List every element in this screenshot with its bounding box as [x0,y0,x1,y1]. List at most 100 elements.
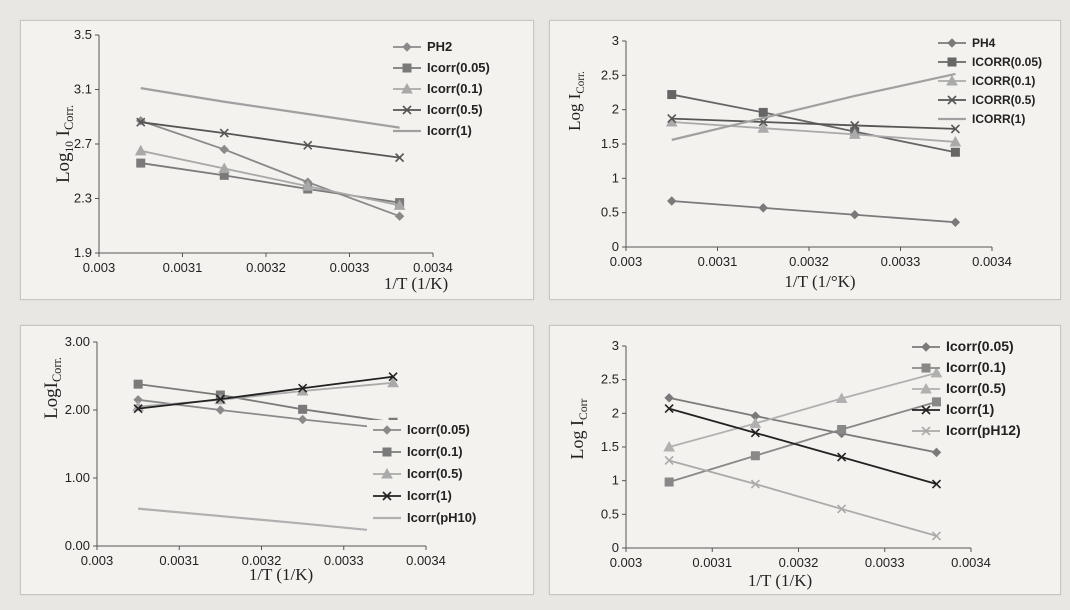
legend-marker [946,74,958,86]
data-point [395,153,405,163]
data-point [388,372,398,382]
data-point [750,428,760,438]
data-point [837,424,847,434]
chart-svg: 1.9 2.3 2.7 3.1 3.5 0.003 0.0031 0.0032 0.0033 0.… [53,27,490,293]
x-tick-label: 0.0032 [246,260,286,275]
legend: PH4 ICORR(0.05) ICORR(0.1) ICORR(0.5) ICORR(… [938,36,1042,126]
series-3 [136,117,405,163]
legend-marker [382,491,392,501]
x-tick-label: 0.0034 [406,553,446,568]
legend-item: Icorr(0.5) [373,466,463,481]
x-tick-label: 0.0033 [324,553,364,568]
legend-label: Icorr(1) [427,123,472,138]
data-point [298,383,308,393]
legend: PH2 Icorr(0.05) Icorr(0.1) Icorr(0.5) Icorr(… [393,39,490,138]
data-point [219,128,229,138]
x-tick-label: 0.0031 [159,553,199,568]
data-point [297,414,308,425]
legend-marker [947,95,957,105]
legend-marker [947,38,957,48]
data-point [837,452,847,462]
data-point [215,394,225,404]
data-point [931,447,942,458]
legend-label: Icorr(pH10) [407,510,476,525]
series-0 [133,395,398,434]
data-point [758,203,768,213]
legend-item: Icorr(1) [373,488,452,503]
legend-item: Icorr(pH10) [373,510,476,525]
y-tick-label: 1.5 [601,136,619,151]
data-point [950,147,960,157]
x-tick-label: 0.0031 [692,555,732,570]
chart-panel-ph4: 0 0.5 1 1.5 2 2.5 3 0.003 0.0031 0.0032 0.0033 0.00… [549,20,1061,300]
y-tick-label: 0 [612,239,619,254]
series-line [668,459,937,537]
legend-item: Icorr(0.1) [373,444,463,459]
data-point [667,90,677,100]
legend-marker [381,467,393,479]
series-line [668,372,937,448]
legend-label: Icorr(0.5) [407,466,463,481]
x-axis-title: 1/T (1/K) [384,274,448,293]
series-line [138,383,394,424]
y-tick-label: 1.5 [601,439,619,454]
y-tick-label: 3.5 [74,27,92,42]
y-tick-label: 2 [612,405,619,420]
data-point [848,128,861,139]
legend-label: PH4 [972,36,996,50]
series-line [138,398,394,430]
y-tick-label: 3.00 [65,334,90,349]
legend-label: PH2 [427,39,452,54]
data-point [837,504,847,514]
series-1 [664,397,941,487]
y-tick-label: 2.7 [74,136,92,151]
legend-marker [921,363,931,373]
legend-marker [382,425,392,435]
y-tick-label: 0 [612,540,619,555]
series-4 [140,87,400,129]
series-3 [664,404,942,489]
legend-label: Icorr(0.1) [946,359,1006,375]
series-line [140,149,400,207]
legend-item: PH4 [938,36,996,50]
y-tick-label: 2.00 [65,402,90,417]
data-point [850,210,860,220]
data-point [387,376,399,388]
x-axis-title: 1/T (1/°K) [784,272,855,291]
data-point [215,405,226,415]
chart-svg: 0 0.5 1 1.5 2 2.5 3 0.003 0.0031 0.0032 0.0033 0.00… [565,33,1042,291]
chart-panel-ph12: 0 0.5 1 1.5 2 2.5 3 0.003 0.0031 0.0032 0.0033 0.00… [549,325,1061,595]
data-point [950,217,961,227]
legend-item: PH2 [393,39,452,54]
chart-panel-ph10: 0.00 1.00 2.00 3.00 0.003 0.0031 0.0032 0.0033 0… [20,325,534,595]
legend-item: Icorr(0.5) [912,380,1006,396]
y-tick-label: 2.5 [601,67,619,82]
data-point [219,144,229,155]
series-line [138,375,394,410]
legend-item: Icorr(0.05) [373,422,470,437]
legend-item: Icorr(pH12) [912,422,1021,438]
legend-label: Icorr(0.05) [407,422,470,437]
data-point [133,379,143,389]
series-0 [136,116,405,221]
series-line [140,87,400,129]
data-point [932,397,941,407]
legend-marker [402,63,412,73]
x-tick-label: 0.0032 [242,553,282,568]
series-line [668,396,937,454]
series-2 [134,144,406,210]
data-point [664,455,674,466]
x-tick-label: 0.0032 [789,254,829,269]
x-axis-title: 1/T (1/K) [249,565,313,584]
legend-label: ICORR(1) [972,112,1025,126]
legend-item: ICORR(1) [938,112,1025,126]
y-axis-title: Log ICorr. [565,71,587,131]
x-tick-label: 0.003 [83,260,116,275]
series-2 [132,376,399,412]
data-point [758,107,768,117]
legend-label: Icorr(0.5) [946,380,1006,396]
data-point [664,404,674,414]
legend-item: Icorr(0.05) [393,60,490,75]
series-0 [667,196,961,227]
chart-svg: 0 0.5 1 1.5 2 2.5 3 0.003 0.0031 0.0032 0.0033 0.00… [567,338,1021,590]
